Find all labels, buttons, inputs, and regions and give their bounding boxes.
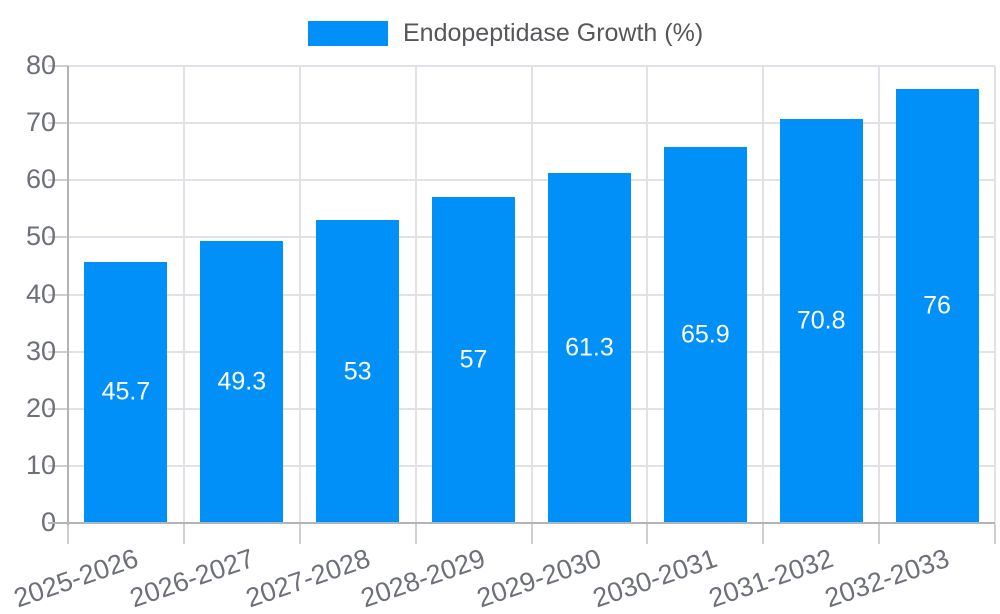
y-axis-tick	[48, 407, 68, 410]
y-axis-tick	[48, 236, 68, 239]
x-axis-tick	[414, 524, 417, 544]
gridline-vertical	[646, 66, 649, 523]
y-axis-label: 70	[25, 107, 56, 138]
gridline-vertical	[530, 66, 533, 523]
y-axis-label: 40	[25, 278, 56, 309]
bar-chart: Endopeptidase Growth (%) 0 10 20 30 40 50 60 70…	[10, 19, 996, 613]
bar-value-label: 57	[459, 345, 488, 374]
legend[interactable]: Endopeptidase Growth (%)	[308, 19, 703, 48]
bar[interactable]	[200, 241, 284, 523]
x-axis-tick	[762, 524, 765, 544]
bar-value-label: 76	[923, 291, 951, 320]
y-axis-tick	[48, 464, 68, 467]
gridline-vertical	[182, 66, 185, 523]
y-axis-label: 50	[25, 221, 56, 252]
x-axis-label: 2028-2029	[357, 543, 490, 614]
y-axis-tick	[48, 122, 68, 125]
y-axis-tick	[48, 293, 68, 296]
x-axis-tick	[994, 524, 996, 544]
gridline-vertical	[414, 66, 417, 523]
y-axis-label: 80	[25, 49, 56, 80]
x-axis-label: 2025-2026	[9, 543, 142, 614]
x-axis-tick	[878, 524, 881, 544]
y-axis-tick	[48, 179, 68, 182]
y-axis-tick	[48, 65, 68, 67]
x-axis-label: 2027-2028	[241, 543, 374, 614]
bar[interactable]	[895, 88, 979, 523]
bar-value-label: 49.3	[217, 367, 267, 396]
bar-value-label: 65.9	[680, 320, 730, 349]
bar[interactable]	[547, 172, 631, 523]
bar-value-label: 61.3	[565, 333, 614, 362]
legend-swatch	[308, 21, 388, 46]
x-axis-label: 2026-2027	[125, 543, 258, 614]
gridline-vertical	[994, 66, 996, 523]
y-axis-label: 30	[25, 335, 56, 366]
bar-value-label: 70.8	[796, 306, 846, 335]
x-axis-label: 2031-2032	[705, 543, 837, 614]
y-axis-label: 20	[25, 392, 56, 423]
y-axis-label: 0	[41, 507, 56, 538]
x-axis-line	[48, 522, 995, 524]
x-axis-label: 2030-2031	[589, 543, 722, 614]
bar[interactable]	[432, 197, 516, 523]
x-axis-tick	[67, 524, 69, 544]
bar[interactable]	[316, 220, 400, 523]
legend-label: Endopeptidase Growth (%)	[403, 19, 704, 47]
x-axis-label: 2032-2033	[820, 543, 953, 614]
x-axis-tick	[298, 524, 301, 544]
gridline-vertical	[298, 66, 301, 523]
x-axis-tick	[646, 524, 649, 544]
bar-value-label: 45.7	[101, 377, 151, 406]
bar[interactable]	[663, 146, 747, 523]
y-axis-line	[67, 66, 69, 525]
x-axis-tick	[530, 524, 533, 544]
y-axis-label: 10	[25, 449, 56, 480]
y-axis-label: 60	[25, 164, 56, 195]
plot-area: 0 10 20 30 40 50 60 70 80 45.7 2025-2026 49.3 2026-2…	[10, 49, 996, 613]
x-axis-tick	[182, 524, 185, 544]
bar[interactable]	[84, 261, 168, 523]
y-axis-tick	[48, 350, 68, 353]
bar-value-label: 53	[343, 357, 372, 386]
gridline-vertical	[762, 66, 765, 523]
bar[interactable]	[779, 118, 863, 523]
x-axis-label: 2029-2030	[473, 543, 606, 614]
gridline-vertical	[878, 66, 881, 523]
